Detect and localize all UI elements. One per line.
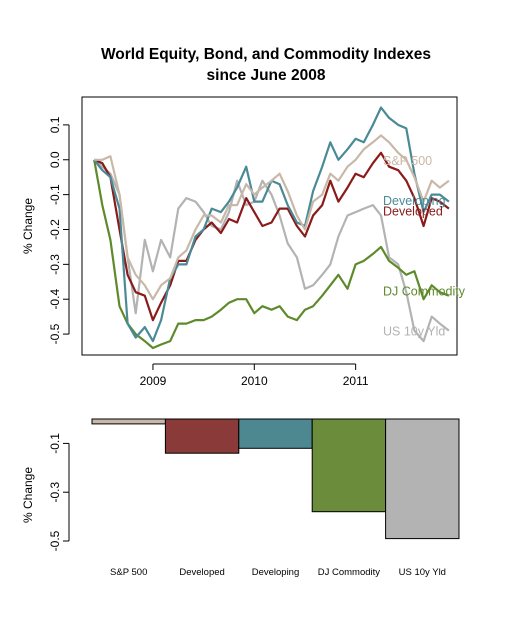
bar-category-labels: S&P 500 Developed Developing DJ Commodity US…	[110, 567, 446, 578]
bar-y-tick-label: -0.1	[48, 433, 62, 454]
bar-y-tick-label: -0.5	[48, 530, 62, 551]
bar-label-developed: Developed	[179, 567, 224, 578]
line-y-tick-label: -0.1	[48, 184, 62, 205]
series-end-label-developed: Developed	[383, 204, 443, 218]
series-end-label-us-10y-yld: US 10y Yld	[383, 325, 445, 339]
line-y-tick-label: -0.4	[48, 289, 62, 310]
line-series-group	[93, 106, 450, 350]
series-end-label-developing: Developing	[383, 194, 446, 208]
series-end-label-s-p-500: S&P 500	[383, 154, 432, 168]
bar-dj-commodity	[311, 418, 387, 513]
bar-y-axis: -0.1 -0.3 -0.5	[48, 433, 70, 551]
line-y-tick-label: 0.0	[48, 151, 62, 168]
chart-title-line1: World Equity, Bond, and Commodity Indexe…	[101, 46, 431, 63]
bar-y-axis-label: % Change	[21, 467, 35, 523]
chart-title-line2: since June 2008	[207, 67, 326, 84]
series-line-us-10y-yld	[93, 158, 450, 343]
line-x-axis: 2009 2010 2011	[140, 363, 369, 388]
line-plot-frame	[81, 96, 458, 356]
line-y-tick-label: -0.2	[48, 219, 62, 240]
line-y-axis: 0.1 0.0 -0.1 -0.2 -0.3 -0.4 -0.5	[48, 116, 70, 344]
line-x-tick-label: 2011	[343, 374, 369, 388]
line-x-tick-label: 2010	[241, 374, 268, 388]
bar-label-developing: Developing	[252, 567, 300, 578]
bar-label-s-p-500: S&P 500	[110, 567, 147, 578]
bar-developing	[238, 418, 313, 449]
series-line-developed	[93, 151, 450, 322]
bar-label-us-10y-yld: US 10y Yld	[399, 567, 446, 578]
bar-group	[91, 418, 460, 540]
series-end-label-dj-commodity: DJ Commodity	[383, 285, 466, 299]
bar-developed	[164, 418, 240, 454]
series-line-s-p-500	[94, 134, 450, 301]
bar-s-p-500	[91, 418, 166, 425]
line-y-tick-label: -0.3	[48, 254, 62, 275]
line-y-axis-label: % Change	[21, 198, 35, 254]
bar-us-10y-yld	[385, 418, 460, 540]
line-y-tick-label: 0.1	[48, 116, 62, 133]
bar-label-dj-commodity: DJ Commodity	[318, 567, 381, 578]
series-line-dj-commodity	[93, 159, 450, 350]
line-x-tick-label: 2009	[140, 374, 167, 388]
bar-y-tick-label: -0.3	[48, 482, 62, 503]
line-y-tick-label: -0.5	[48, 323, 62, 344]
